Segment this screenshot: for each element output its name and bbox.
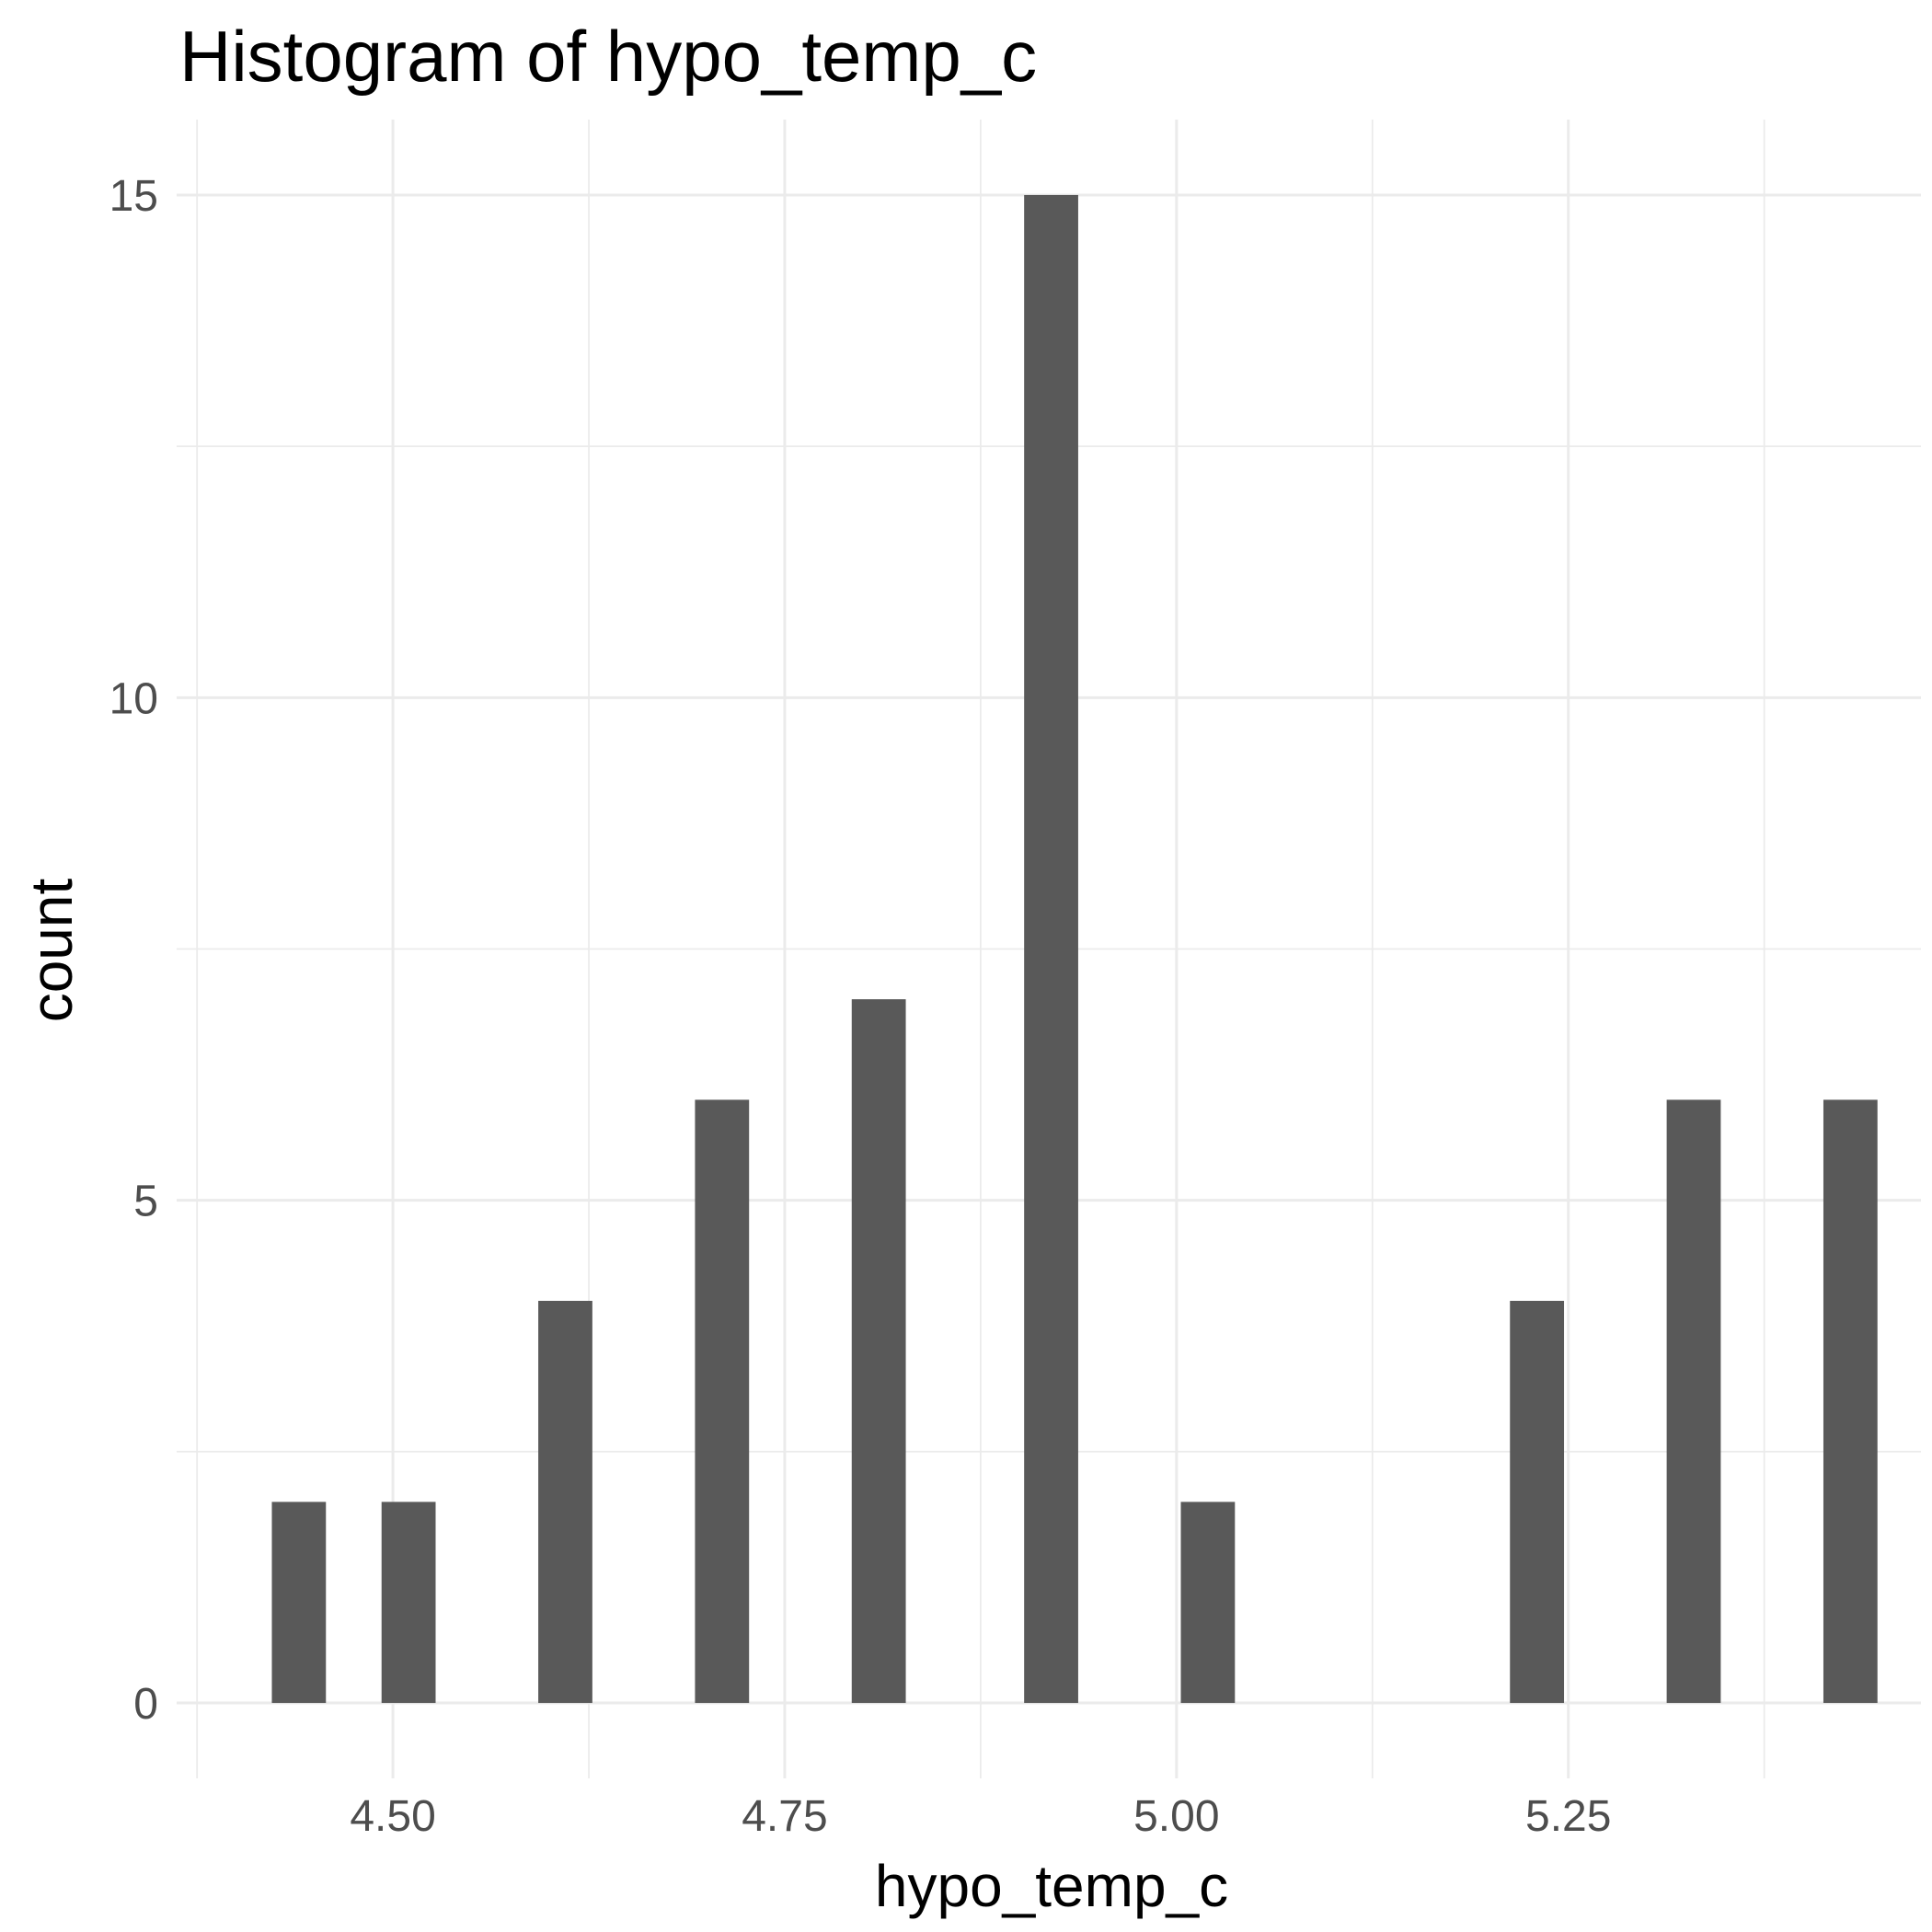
histogram-bar xyxy=(851,999,906,1704)
histogram-bar xyxy=(271,1501,327,1704)
x-axis-title: hypo_temp_c xyxy=(875,1853,1228,1919)
y-tick-label: 15 xyxy=(109,172,158,221)
y-tick-label: 0 xyxy=(133,1680,158,1729)
histogram-bar xyxy=(1180,1501,1236,1704)
histogram-bar xyxy=(1024,194,1078,1704)
y-tick-label: 10 xyxy=(109,674,158,723)
chart-title: Histogram of hypo_temp_c xyxy=(179,16,1037,97)
histogram-bar xyxy=(695,1099,750,1704)
x-tick-label: 5.25 xyxy=(1525,1792,1611,1841)
x-tick-label: 5.00 xyxy=(1133,1792,1219,1841)
bar-layer xyxy=(271,194,1878,1704)
histogram-bar xyxy=(1510,1300,1565,1704)
histogram-bar xyxy=(538,1300,592,1704)
histogram-bar xyxy=(1666,1099,1721,1704)
y-tick-label: 5 xyxy=(133,1178,158,1226)
histogram-bar xyxy=(381,1501,436,1704)
x-tick-label: 4.75 xyxy=(742,1792,827,1841)
histogram-bar xyxy=(1823,1099,1878,1704)
y-axis-title: count xyxy=(18,879,85,1023)
tick-label-layer: 4.50 4.75 5.00 5.25 0 5 10 15 xyxy=(109,172,1612,1841)
x-tick-label: 4.50 xyxy=(350,1792,435,1841)
